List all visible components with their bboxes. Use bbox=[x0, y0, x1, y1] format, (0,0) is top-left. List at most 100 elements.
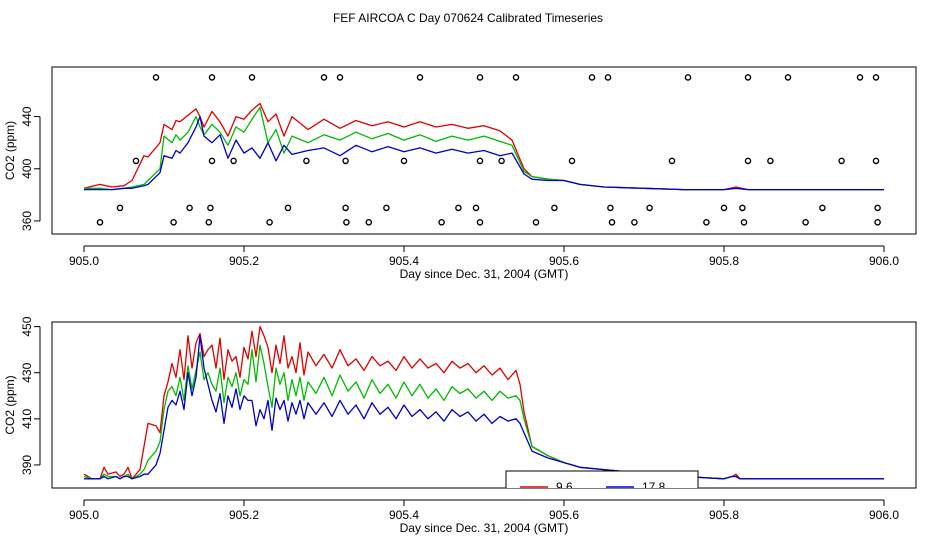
marker-circle bbox=[438, 218, 445, 226]
marker-circle bbox=[744, 74, 752, 81]
marker-circle bbox=[551, 204, 558, 212]
x-tick-label: 905.0 bbox=[69, 254, 99, 268]
y-axis-title: CO2 (ppm) bbox=[3, 375, 17, 434]
legend-label: 17.8 bbox=[642, 480, 666, 494]
marker-circle bbox=[744, 157, 752, 165]
marker-circle bbox=[365, 218, 373, 226]
marker-circle bbox=[342, 204, 349, 212]
series-line-green bbox=[84, 106, 884, 191]
marker-circle bbox=[476, 157, 484, 165]
marker-circle bbox=[684, 74, 692, 81]
marker-circle bbox=[668, 157, 676, 165]
y-tick-label: 450 bbox=[20, 316, 34, 336]
marker-circle bbox=[588, 74, 596, 81]
marker-circle bbox=[208, 157, 216, 165]
marker-circle bbox=[802, 218, 809, 226]
y-tick-label: 400 bbox=[20, 158, 34, 178]
marker-circle bbox=[604, 74, 612, 81]
marker-circle bbox=[784, 74, 792, 81]
marker-circle bbox=[739, 204, 746, 212]
marker-circle bbox=[248, 74, 256, 81]
x-tick-label: 905.8 bbox=[709, 254, 739, 268]
marker-circle bbox=[872, 74, 880, 81]
marker-circle bbox=[343, 218, 350, 226]
y-tick-label: 440 bbox=[20, 106, 34, 126]
legend-body: 9.6 17.8 bbox=[505, 470, 699, 494]
x-tick-label: 905.6 bbox=[549, 254, 579, 268]
marker-circle bbox=[874, 204, 881, 212]
marker-circle bbox=[207, 204, 214, 212]
y-tick-label: 360 bbox=[20, 211, 34, 231]
legend-box bbox=[505, 470, 699, 488]
marker-circle bbox=[608, 218, 616, 226]
marker-circle bbox=[342, 157, 349, 165]
series-line-blue bbox=[84, 335, 884, 480]
marker-circle bbox=[498, 157, 505, 165]
x-axis-title: Day since Dec. 31, 2004 (GMT) bbox=[400, 267, 569, 281]
marker-circle bbox=[186, 204, 193, 212]
co2-panel-top: 905.0 905.2 905.4 905.6 905.8 906.0 Day since … bbox=[3, 66, 917, 281]
x-tick-label: 905.0 bbox=[69, 508, 99, 522]
legend-label: 9.6 bbox=[556, 480, 573, 494]
marker-circle bbox=[284, 204, 292, 212]
marker-circle bbox=[170, 218, 177, 226]
marker-circle bbox=[819, 204, 826, 212]
x-tick-label: 905.2 bbox=[229, 254, 259, 268]
marker-circle bbox=[631, 218, 638, 226]
marker-circle bbox=[720, 204, 728, 212]
x-tick-label: 906.0 bbox=[869, 254, 899, 268]
x-tick-label: 905.6 bbox=[549, 508, 579, 522]
marker-circle bbox=[132, 157, 140, 165]
marker-circle bbox=[703, 218, 710, 226]
series-line-green bbox=[83, 344, 884, 480]
marker-circle bbox=[532, 218, 540, 226]
marker-circle bbox=[383, 204, 390, 212]
marker-circle bbox=[472, 204, 480, 212]
y-tick-label: 390 bbox=[20, 455, 34, 475]
x-tick-label: 906.0 bbox=[869, 508, 899, 522]
marker-circle bbox=[646, 204, 653, 212]
series-line-red bbox=[83, 325, 884, 480]
marker-circle bbox=[320, 74, 328, 81]
marker-circle bbox=[476, 218, 484, 226]
marker-circle bbox=[568, 157, 576, 165]
marker-circle bbox=[607, 204, 614, 212]
marker-circle bbox=[266, 218, 273, 226]
marker-circle bbox=[303, 157, 310, 165]
marker-circle bbox=[874, 218, 881, 226]
marker-circle bbox=[230, 157, 237, 165]
y-tick-label: 410 bbox=[20, 409, 34, 429]
legend: 9.6 17.8 bbox=[505, 470, 699, 494]
x-axis-title: Day since Dec. 31, 2004 (GMT) bbox=[400, 521, 569, 535]
marker-circle bbox=[740, 218, 748, 226]
marker-circle bbox=[96, 218, 104, 226]
marker-circle bbox=[400, 157, 408, 165]
marker-circle bbox=[416, 74, 424, 81]
x-tick-label: 905.4 bbox=[389, 254, 419, 268]
y-tick-label: 430 bbox=[20, 362, 34, 382]
marker-circle bbox=[872, 157, 880, 165]
marker-circle bbox=[208, 74, 216, 81]
marker-circle bbox=[152, 74, 160, 81]
marker-circle bbox=[205, 218, 213, 226]
marker-circle bbox=[767, 157, 774, 165]
co2-panel-bottom: 905.0 905.2 905.4 905.6 905.8 906.0 Day since … bbox=[3, 316, 917, 535]
plot-frame bbox=[51, 66, 917, 235]
series-line-red bbox=[83, 102, 884, 191]
plot-frame bbox=[51, 321, 917, 489]
marker-circle bbox=[455, 204, 462, 212]
marker-circle bbox=[116, 204, 124, 212]
x-tick-label: 905.4 bbox=[389, 508, 419, 522]
marker-circle bbox=[856, 74, 864, 81]
marker-circle bbox=[476, 74, 484, 81]
marker-circle bbox=[336, 74, 344, 81]
x-tick-label: 905.2 bbox=[229, 508, 259, 522]
figure-title: FEF AIRCOA C Day 070624 Calibrated Times… bbox=[333, 11, 603, 25]
marker-circle bbox=[512, 74, 520, 81]
marker-circle bbox=[838, 157, 845, 165]
y-axis-title: CO2 (ppm) bbox=[3, 121, 17, 180]
x-tick-label: 905.8 bbox=[709, 508, 739, 522]
series-line-blue bbox=[84, 115, 884, 191]
